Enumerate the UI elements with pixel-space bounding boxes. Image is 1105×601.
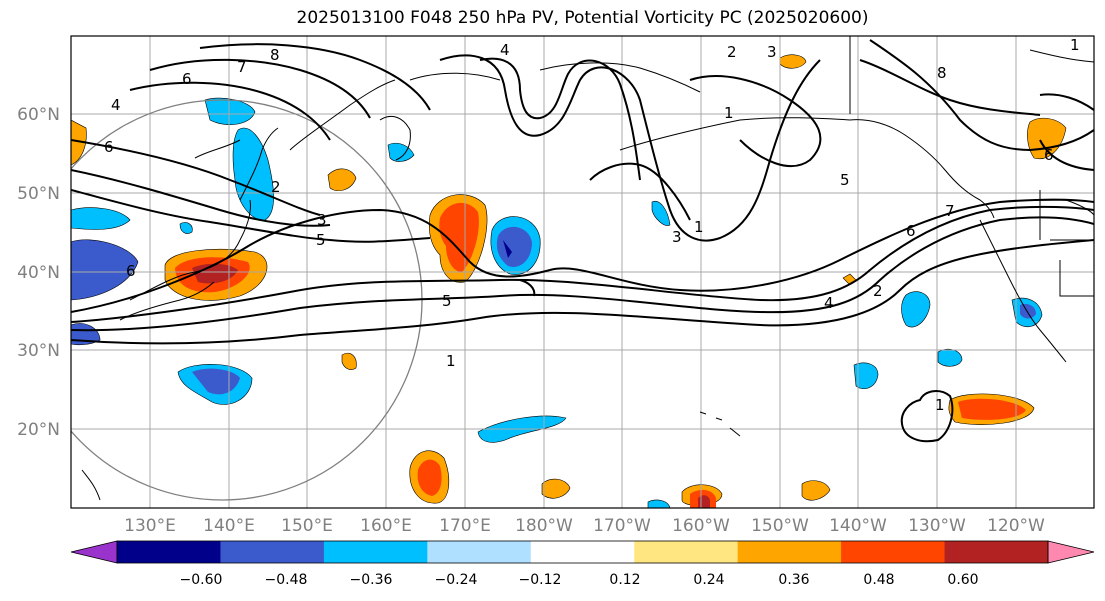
lon-axis: 130°E 140°E 150°E 160°E 170°E 180°W 170°… <box>124 516 1045 536</box>
colorbar-tick: 0.36 <box>778 572 809 588</box>
colorbar-cell <box>944 541 1049 563</box>
contour-label: 8 <box>937 64 947 82</box>
colorbar-tick: −0.12 <box>519 572 562 588</box>
colorbar-cell <box>530 541 635 563</box>
lat-label: 50°N <box>17 184 60 204</box>
contour-label: 5 <box>316 231 326 249</box>
map-title: 2025013100 F048 250 hPa PV, Potential Vo… <box>296 8 869 28</box>
contour-label: 3 <box>767 43 777 61</box>
contour-label: 6 <box>182 70 192 88</box>
lon-label: 170°E <box>439 516 491 536</box>
colorbar-extend-max <box>1047 540 1095 564</box>
contour-label: 5 <box>840 171 850 189</box>
lat-label: 60°N <box>17 105 60 125</box>
contour-label: 2 <box>727 43 737 61</box>
lon-label: 150°W <box>751 516 809 536</box>
coastlines <box>81 36 1094 501</box>
colorbar-cell <box>117 541 221 563</box>
contour-label: 2 <box>271 178 281 196</box>
contour-label: 1 <box>446 352 456 370</box>
colorbar-tick: −0.36 <box>350 572 393 588</box>
colorbar-cell <box>427 541 532 563</box>
lon-label: 170°W <box>593 516 651 536</box>
contour-label: 6 <box>1044 146 1054 164</box>
lon-label: 150°E <box>281 516 333 536</box>
contour-label: 1 <box>1070 36 1080 54</box>
colorbar: −0.60 −0.48 −0.36 −0.24 −0.12 0.12 0.24 … <box>70 540 1095 588</box>
contour-label: 6 <box>126 262 136 280</box>
colorbar-tick: 0.12 <box>609 572 640 588</box>
colorbar-tick: −0.48 <box>265 572 308 588</box>
colorbar-tick: 0.24 <box>693 572 724 588</box>
colorbar-ticks: −0.60 −0.48 −0.36 −0.24 −0.12 0.12 0.24 … <box>180 572 979 588</box>
contour-label: 6 <box>104 138 114 156</box>
contour-label: 3 <box>317 211 327 229</box>
colorbar-tick: −0.24 <box>435 572 478 588</box>
colorbar-tick: 0.60 <box>947 572 978 588</box>
colorbar-cell <box>634 541 739 563</box>
lon-label: 130°E <box>124 516 176 536</box>
colorbar-tick: −0.60 <box>180 572 223 588</box>
contour-label: 1 <box>935 396 945 414</box>
lon-label: 180°W <box>515 516 573 536</box>
contour-label: 4 <box>824 294 834 312</box>
lon-label: 120°W <box>987 516 1045 536</box>
contour-labels: 8 7 6 4 6 2 3 5 5 1 4 2 3 1 3 1 5 7 6 4 <box>104 36 1080 414</box>
colorbar-cell <box>323 541 428 563</box>
lat-label: 20°N <box>17 420 60 440</box>
colorbar-cell <box>841 541 946 563</box>
contour-label: 7 <box>237 58 247 76</box>
contour-label: 8 <box>270 46 280 64</box>
pv-shading <box>71 54 1067 508</box>
contour-label: 7 <box>945 202 955 220</box>
contour-label: 5 <box>442 292 452 310</box>
lon-label: 160°W <box>672 516 730 536</box>
contour-label: 4 <box>111 96 121 114</box>
lat-label: 30°N <box>17 341 60 361</box>
contour-label: 1 <box>694 218 704 236</box>
colorbar-extend-min <box>70 540 118 564</box>
colorbar-cells <box>70 540 1095 564</box>
colorbar-frame <box>116 540 1049 564</box>
contour-label: 1 <box>724 104 734 122</box>
pv-contours <box>71 39 1094 443</box>
lon-label: 160°E <box>360 516 412 536</box>
contour-label: 4 <box>500 41 510 59</box>
colorbar-tick: 0.48 <box>863 572 894 588</box>
lon-label: 140°E <box>203 516 255 536</box>
map-panel: 8 7 6 4 6 2 3 5 5 1 4 2 3 1 3 1 5 7 6 4 <box>71 36 1094 508</box>
contour-label: 2 <box>873 282 883 300</box>
colorbar-cell <box>737 541 842 563</box>
lon-label: 140°W <box>829 516 887 536</box>
lat-label: 40°N <box>17 263 60 283</box>
lat-axis: 60°N 50°N 40°N 30°N 20°N <box>17 105 60 440</box>
contour-label: 3 <box>672 228 682 246</box>
map-frame <box>70 35 1095 509</box>
contour-label: 6 <box>906 222 916 240</box>
colorbar-cell <box>220 541 325 563</box>
lon-label: 130°W <box>908 516 966 536</box>
